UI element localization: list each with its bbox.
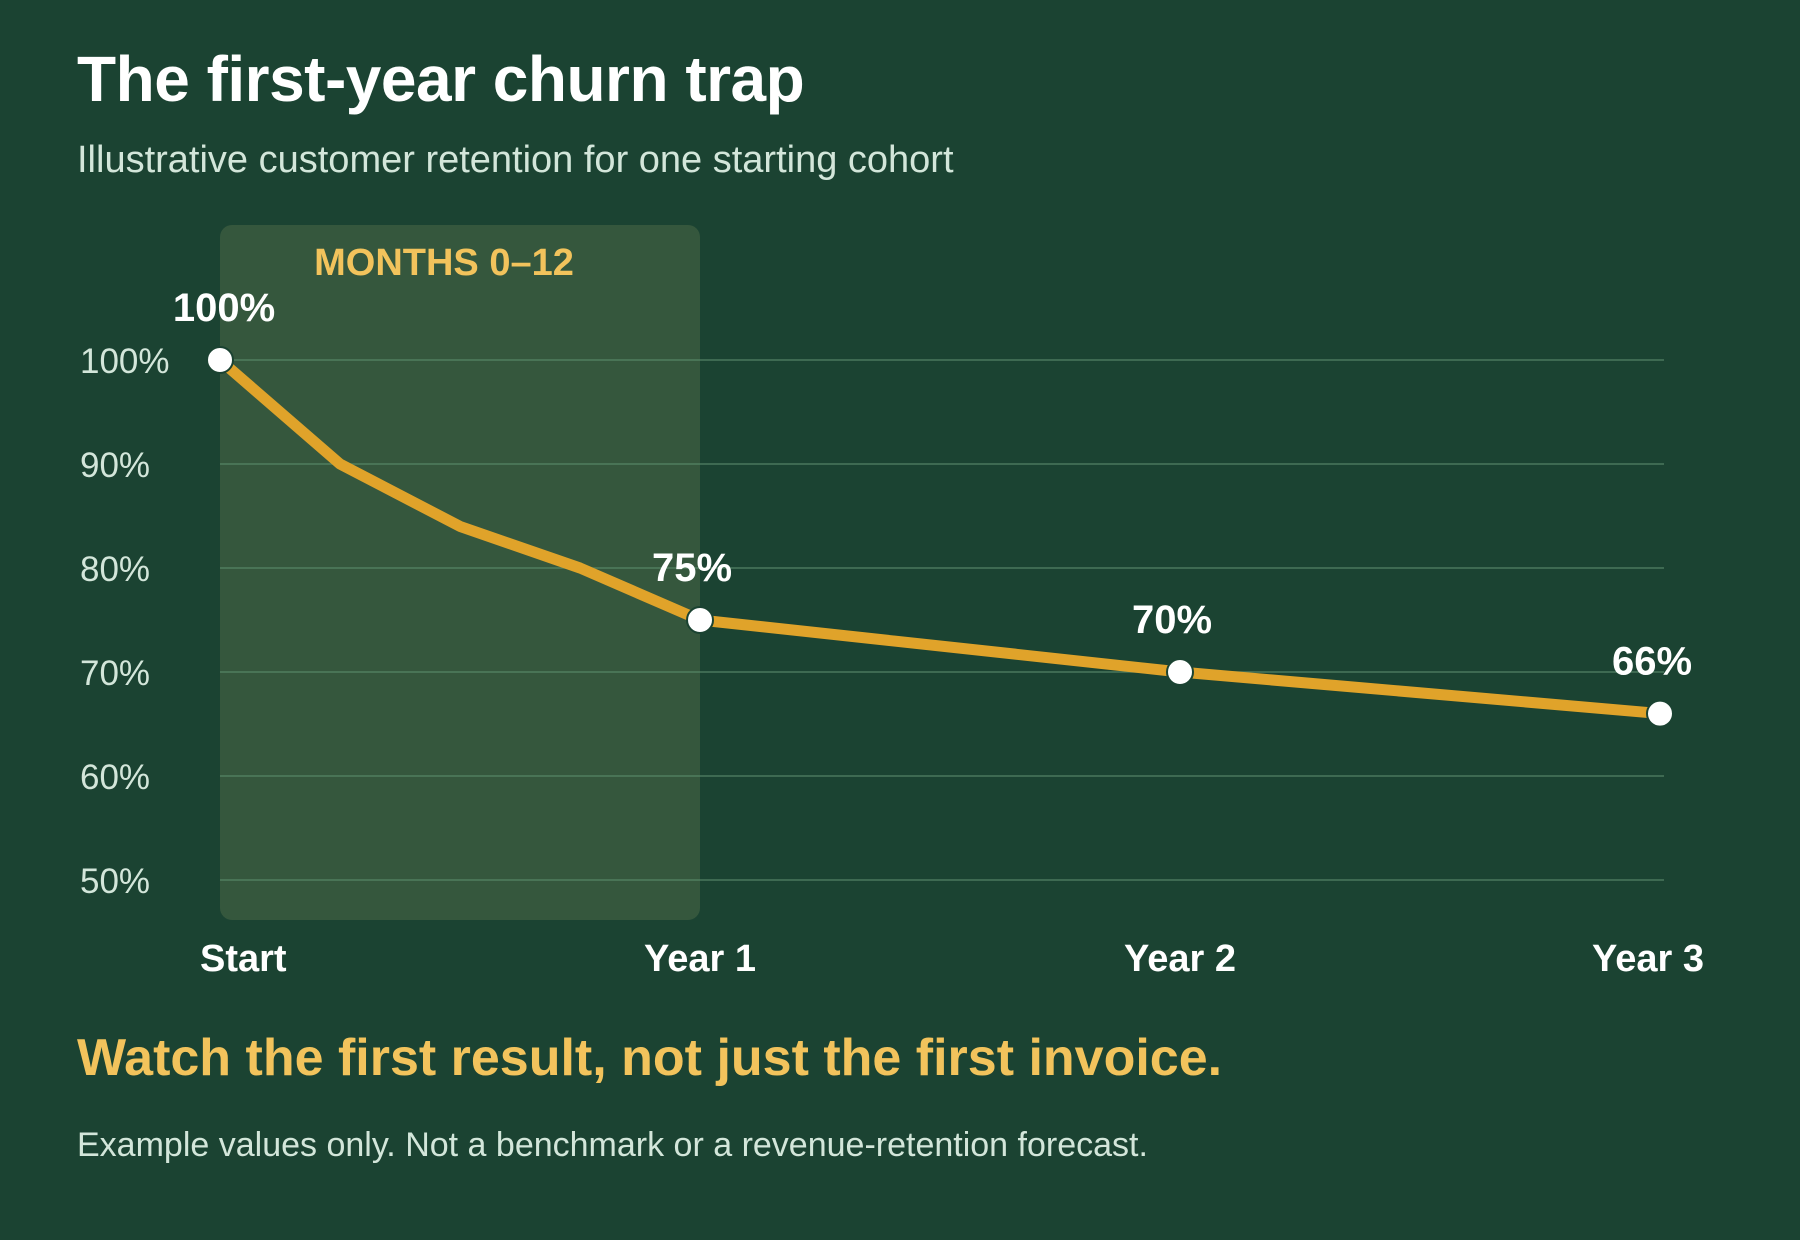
data-point-marker	[686, 606, 714, 634]
x-tick-label: Year 2	[1124, 938, 1236, 980]
y-tick-label: 100%	[80, 342, 170, 381]
y-tick-label: 70%	[80, 654, 150, 693]
takeaway-message: Watch the first result, not just the fir…	[77, 1029, 1223, 1087]
highlight-band	[220, 225, 700, 920]
y-tick-label: 50%	[80, 862, 150, 901]
highlight-band-label: MONTHS 0–12	[314, 242, 574, 284]
data-point-marker	[1166, 658, 1194, 686]
y-tick-label: 90%	[80, 446, 150, 485]
data-label: 100%	[173, 286, 275, 330]
chart-title: The first-year churn trap	[77, 43, 805, 115]
footnote: Example values only. Not a benchmark or …	[77, 1126, 1148, 1164]
y-tick-label: 80%	[80, 550, 150, 589]
chart-subtitle: Illustrative customer retention for one …	[77, 139, 954, 181]
retention-line-chart: MONTHS 0–12 100% 90% 80% 70% 60% 50% Start Year …	[80, 225, 1704, 980]
x-tick-label: Start	[200, 938, 287, 980]
y-tick-label: 60%	[80, 758, 150, 797]
x-tick-label: Year 1	[644, 938, 756, 980]
x-tick-label: Year 3	[1592, 938, 1704, 980]
data-label: 75%	[652, 546, 732, 590]
data-point-marker	[1646, 699, 1674, 728]
data-label: 70%	[1132, 598, 1212, 642]
data-point-marker	[206, 346, 234, 374]
data-label: 66%	[1612, 640, 1692, 684]
